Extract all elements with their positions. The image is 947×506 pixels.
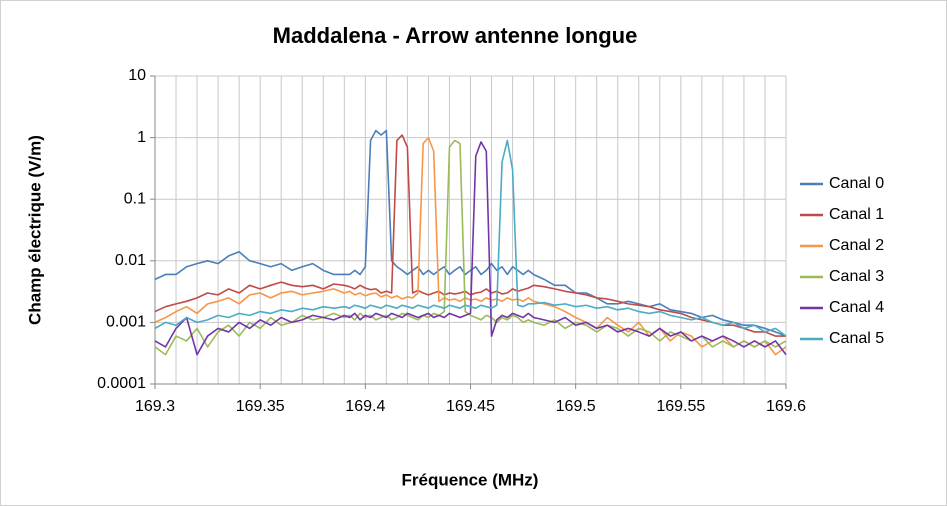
series-line xyxy=(154,141,787,356)
y-tick-label: 1 xyxy=(137,129,146,146)
x-tick-label: 169.3 xyxy=(135,398,175,415)
x-tick-label: 169.5 xyxy=(556,398,596,415)
y-tick-label: 0.01 xyxy=(115,252,146,269)
y-tick-label: 0.001 xyxy=(106,314,146,331)
x-tick-label: 169.45 xyxy=(446,398,495,415)
legend-label: Canal 1 xyxy=(829,206,884,223)
y-tick-label: 10 xyxy=(128,67,146,84)
x-axis-title: Fréquence (MHz) xyxy=(402,470,539,489)
legend-label: Canal 4 xyxy=(829,299,884,316)
series-line xyxy=(154,134,786,337)
x-tick-label: 169.6 xyxy=(766,398,806,415)
legend-label: Canal 0 xyxy=(829,175,884,192)
chart-title: Maddalena - Arrow antenne longue xyxy=(273,23,638,48)
legend-label: Canal 3 xyxy=(829,268,884,285)
series-line xyxy=(154,139,787,337)
legend-label: Canal 5 xyxy=(829,330,884,347)
x-tick-label: 169.4 xyxy=(345,398,385,415)
y-tick-label: 0.0001 xyxy=(97,375,146,392)
x-tick-label: 169.55 xyxy=(656,398,705,415)
y-tick-label: 0.1 xyxy=(124,190,146,207)
y-axis-title: Champ électrique (V/m) xyxy=(25,135,44,325)
x-tick-label: 169.35 xyxy=(236,398,285,415)
legend-label: Canal 2 xyxy=(829,237,884,254)
